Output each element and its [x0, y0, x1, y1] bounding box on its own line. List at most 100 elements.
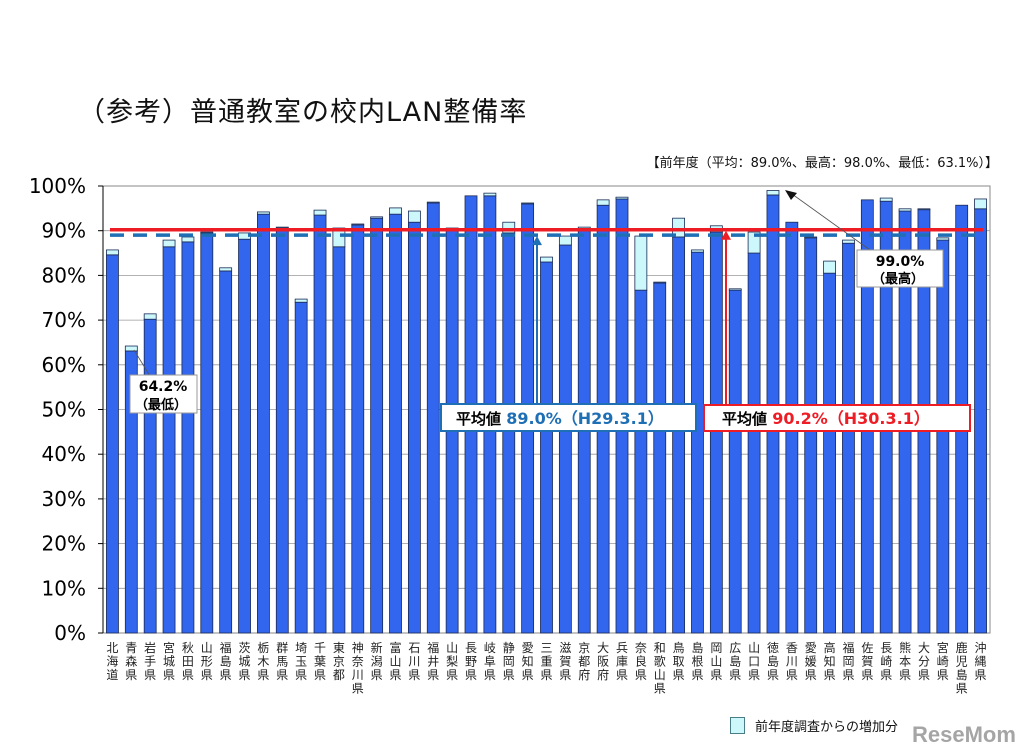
bar-increase — [540, 256, 553, 263]
x-tick-label: 兵庫県 — [616, 641, 628, 682]
x-tick-label: 山口県 — [748, 641, 760, 682]
bar-previous-year — [672, 236, 686, 634]
arrowhead-icon — [532, 236, 542, 246]
bar-previous-year — [313, 214, 327, 634]
bar-previous-year — [842, 242, 855, 634]
y-tick-label: 80% — [42, 263, 86, 287]
x-tick-label: 沖縄県 — [975, 641, 987, 682]
y-tick-label: 20% — [42, 532, 86, 556]
bar-increase — [389, 207, 402, 215]
x-tick-label: 鹿児島県 — [956, 640, 968, 696]
bar-previous-year — [370, 217, 384, 634]
max-annotation-value: 99.0% — [876, 254, 925, 270]
bar-increase — [294, 298, 308, 303]
x-tick-label: 千葉県 — [314, 641, 326, 682]
x-tick-label: 三重県 — [540, 641, 552, 682]
x-tick-label: 佐賀県 — [861, 641, 873, 682]
x-tick-label: 徳島県 — [767, 640, 779, 682]
bar-increase — [351, 223, 365, 226]
bar-previous-year — [294, 301, 308, 634]
bar-increase — [200, 231, 214, 234]
x-tick-label: 新潟県 — [371, 640, 383, 682]
max-annotation-box — [856, 249, 944, 288]
x-tick-label: 奈良県 — [635, 641, 647, 682]
x-tick-label: 岐阜県 — [484, 641, 496, 682]
bar-previous-year — [143, 318, 157, 634]
bar-increase — [162, 239, 176, 248]
min-annotation-box — [129, 374, 198, 414]
bar-previous-year — [502, 232, 516, 634]
min-annotation-leader — [133, 349, 151, 377]
chart-title: （参考）普通教室の校内LAN整備率 — [78, 97, 528, 128]
bar-increase — [124, 345, 138, 352]
min-annotation-value: 64.2% — [139, 379, 188, 395]
bar-previous-year — [351, 224, 365, 634]
previous-average-label: 平均値 89.0%（H29.3.1） — [456, 409, 664, 428]
bar-previous-year — [634, 289, 648, 634]
x-tick-label: 山形県 — [201, 641, 213, 682]
y-tick-label: 50% — [42, 398, 86, 422]
bar-previous-year — [691, 251, 704, 634]
x-tick-label: 秋田県 — [182, 641, 194, 682]
arrowhead-icon — [721, 230, 731, 240]
x-tick-label: 福島県 — [220, 640, 232, 682]
bar-increase — [370, 216, 384, 219]
x-tick-label: 宮城県 — [163, 640, 175, 682]
previous-year-note: 【前年度（平均：89.0%、最高：98.0%、最低：63.1%）】 — [646, 156, 998, 171]
x-tick-label: 富山県 — [390, 640, 402, 682]
bar-increase — [804, 236, 818, 239]
x-tick-label: 石川県 — [408, 641, 420, 682]
bar-increase — [483, 192, 497, 197]
y-tick-label: 70% — [42, 308, 86, 332]
x-tick-label: 茨城県 — [239, 641, 251, 682]
bar-increase — [879, 197, 893, 202]
bar-previous-year — [936, 239, 950, 634]
bar-previous-year — [426, 202, 440, 634]
bar-increase — [898, 208, 912, 212]
bar-increase — [842, 239, 855, 244]
bar-increase — [672, 217, 686, 238]
bar-previous-year — [540, 261, 553, 634]
bar-increase — [728, 288, 742, 291]
min-annotation-label: （最低） — [135, 397, 187, 413]
x-tick-label: 鳥取県 — [673, 640, 685, 682]
legend-label-increase: 前年度調査からの増加分 — [755, 720, 899, 735]
max-annotation-label: （最高） — [872, 271, 924, 287]
bar-increase — [275, 226, 289, 229]
watermark-logo: ReseMom — [912, 722, 1016, 747]
x-tick-label: 長崎県 — [880, 641, 892, 682]
x-tick-label: 広島県 — [729, 641, 741, 682]
bar-previous-year — [747, 252, 761, 634]
x-tick-label: 青森県 — [125, 641, 137, 682]
bar-increase — [917, 208, 931, 211]
x-tick-label: 香川県 — [786, 641, 798, 682]
bar-increase — [936, 237, 950, 241]
x-tick-label: 静岡県 — [503, 641, 515, 682]
bar-increase — [747, 231, 761, 254]
x-tick-label: 福岡県 — [842, 640, 854, 682]
bar-increase — [143, 313, 157, 320]
bar-increase — [313, 209, 327, 216]
x-tick-label: 宮崎県 — [937, 640, 949, 682]
bar-previous-year — [200, 232, 214, 634]
x-tick-label: 群馬県 — [276, 641, 288, 682]
bar-increase — [766, 190, 780, 196]
y-tick-label: 30% — [42, 487, 86, 511]
current-average-label: 平均値 90.2%（H30.3.1） — [722, 409, 930, 428]
x-tick-label: 京都府 — [578, 641, 590, 682]
legend-swatch-increase — [730, 717, 745, 734]
max-annotation-leader — [791, 193, 871, 251]
bar-previous-year — [162, 246, 176, 634]
x-tick-label: 熊本県 — [899, 640, 911, 682]
bar-increase — [653, 281, 667, 284]
bar-increase — [106, 249, 119, 256]
bar-increase — [974, 198, 987, 210]
bar-previous-year — [389, 213, 402, 634]
bar-previous-year — [407, 221, 421, 634]
bar-previous-year — [709, 231, 723, 634]
bar-previous-year — [974, 208, 987, 634]
bar-previous-year — [332, 246, 346, 634]
bar-previous-year — [106, 254, 119, 634]
bar-increase — [634, 235, 648, 291]
